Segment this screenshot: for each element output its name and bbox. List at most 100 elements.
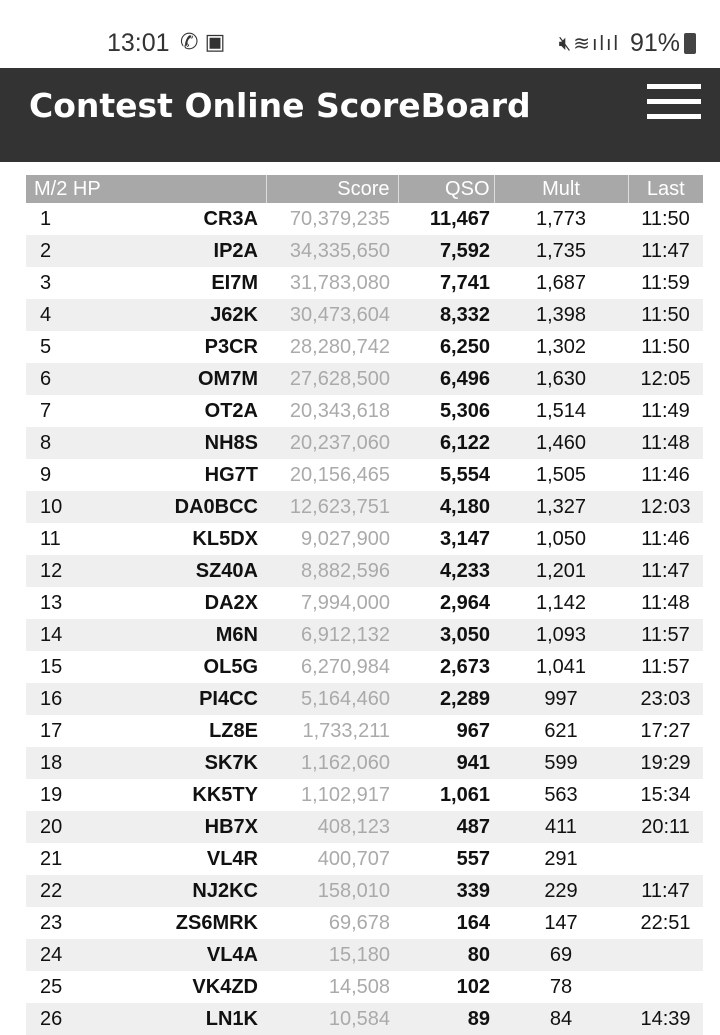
rank-cell: 26 xyxy=(26,1003,86,1035)
rank-cell: 22 xyxy=(26,875,86,907)
call-cell: M6N xyxy=(86,619,266,651)
table-row[interactable]: 18 SK7K 1,162,060 941 599 19:29 xyxy=(26,747,703,779)
last-cell: 19:29 xyxy=(628,747,703,779)
mute-icon: 🔇︎ xyxy=(558,33,574,55)
call-cell: PI4CC xyxy=(86,683,266,715)
call-cell: KL5DX xyxy=(192,527,258,550)
last-cell: 11:47 xyxy=(628,555,703,587)
score-cell: 12,623,751 xyxy=(266,491,398,523)
hamburger-icon[interactable] xyxy=(647,84,701,119)
score-cell: 15,180 xyxy=(266,939,398,971)
table-row[interactable]: 19 KK5TY 1,102,917 1,061 563 15:34 xyxy=(26,779,703,811)
last-cell: 11:59 xyxy=(641,271,690,294)
status-bar: 13:01 ✆ ▣ 🔇︎≋ılıl 91% xyxy=(0,0,720,68)
score-cell: 30,473,604 xyxy=(266,299,398,331)
table-row[interactable]: 13 DA2X 7,994,000 2,964 1,142 11:48 xyxy=(26,587,703,619)
table-row[interactable]: 2 IP2A 34,335,650 7,592 1,735 11:47 xyxy=(26,235,703,267)
table-row[interactable]: 10 DA0BCC 12,623,751 4,180 1,327 12:03 xyxy=(26,491,703,523)
rank-cell: 2 xyxy=(26,235,86,267)
call-cell: DA0BCC xyxy=(86,491,266,523)
table-row[interactable]: 12 SZ40A 8,882,596 4,233 1,201 11:47 xyxy=(26,555,703,587)
table-row[interactable]: 24 VL4A 15,180 80 69 xyxy=(26,939,703,971)
clock: 13:01 xyxy=(107,29,170,57)
call-cell: HB7X xyxy=(86,811,266,843)
table-row[interactable]: 20 HB7X 408,123 487 411 20:11 xyxy=(26,811,703,843)
table-row[interactable]: 7 OT2A 20,343,618 5,306 1,514 11:49 xyxy=(26,395,703,427)
rank-cell: 3 xyxy=(40,271,52,294)
mult-cell: 1,773 xyxy=(535,207,587,230)
table-row[interactable]: 11 KL5DX 9,027,900 3,147 1,050 11:46 xyxy=(26,523,703,555)
table-row[interactable]: 14 M6N 6,912,132 3,050 1,093 11:57 xyxy=(26,619,703,651)
qso-header[interactable]: QSO xyxy=(397,175,494,203)
qso-cell: 8,332 xyxy=(398,299,494,331)
wifi-icon: ≋ xyxy=(573,33,592,55)
table-row[interactable]: 5 P3CR 28,280,742 6,250 1,302 11:50 xyxy=(26,331,703,363)
call-cell: KK5TY xyxy=(192,783,258,806)
rank-cell: 17 xyxy=(40,719,63,742)
call-cell: EI7M xyxy=(211,271,258,294)
score-cell: 34,335,650 xyxy=(266,235,398,267)
table-row[interactable]: 8 NH8S 20,237,060 6,122 1,460 11:48 xyxy=(26,427,703,459)
table-row[interactable]: 22 NJ2KC 158,010 339 229 11:47 xyxy=(26,875,703,907)
score-cell: 1,102,917 xyxy=(301,783,390,806)
mult-cell: 229 xyxy=(494,875,628,907)
last-cell: 11:50 xyxy=(641,335,690,358)
mult-cell: 563 xyxy=(544,783,578,806)
last-cell: 20:11 xyxy=(628,811,703,843)
table-row[interactable]: 25 VK4ZD 14,508 102 78 xyxy=(26,971,703,1003)
call-cell: SZ40A xyxy=(86,555,266,587)
qso-cell: 967 xyxy=(456,719,490,742)
table-row[interactable]: 6 OM7M 27,628,500 6,496 1,630 12:05 xyxy=(26,363,703,395)
qso-cell: 7,741 xyxy=(439,271,490,294)
table-row[interactable]: 21 VL4R 400,707 557 291 xyxy=(26,843,703,875)
score-cell: 158,010 xyxy=(266,875,398,907)
mult-cell: 78 xyxy=(549,975,573,998)
call-cell: VK4ZD xyxy=(192,975,258,998)
score-cell: 20,156,465 xyxy=(289,463,390,486)
table-row[interactable]: 16 PI4CC 5,164,460 2,289 997 23:03 xyxy=(26,683,703,715)
table-row[interactable]: 4 J62K 30,473,604 8,332 1,398 11:50 xyxy=(26,299,703,331)
table-row[interactable]: 9 HG7T 20,156,465 5,554 1,505 11:46 xyxy=(26,459,703,491)
score-cell: 70,379,235 xyxy=(289,207,390,230)
call-cell: NJ2KC xyxy=(86,875,266,907)
qso-cell: 557 xyxy=(456,847,490,870)
score-header[interactable]: Score xyxy=(265,175,398,203)
rank-cell: 8 xyxy=(26,427,86,459)
mult-cell: 621 xyxy=(544,719,578,742)
mult-header[interactable]: Mult xyxy=(493,175,628,203)
table-row[interactable]: 26 LN1K 10,584 89 84 14:39 xyxy=(26,1003,703,1035)
rank-cell: 5 xyxy=(40,335,52,358)
table-row[interactable]: 17 LZ8E 1,733,211 967 621 17:27 xyxy=(26,715,703,747)
mult-cell: 1,093 xyxy=(494,619,628,651)
mult-cell: 291 xyxy=(544,847,578,870)
last-cell: 11:49 xyxy=(641,399,690,422)
call-cell: ZS6MRK xyxy=(175,911,258,934)
signal-icon: ıl xyxy=(606,33,620,55)
call-cell: J62K xyxy=(86,299,266,331)
mult-cell: 997 xyxy=(494,683,628,715)
rank-cell: 24 xyxy=(26,939,86,971)
table-row[interactable]: 15 OL5G 6,270,984 2,673 1,041 11:57 xyxy=(26,651,703,683)
mult-cell: 1,514 xyxy=(535,399,587,422)
qso-cell: 5,306 xyxy=(439,399,490,422)
last-header[interactable]: Last xyxy=(627,175,703,203)
last-cell: 14:39 xyxy=(628,1003,703,1035)
rank-cell: 12 xyxy=(26,555,86,587)
qso-cell: 2,673 xyxy=(439,655,490,678)
last-cell: 22:51 xyxy=(640,911,691,934)
table-row[interactable]: 3 EI7M 31,783,080 7,741 1,687 11:59 xyxy=(26,267,703,299)
category-header: M/2 HP xyxy=(26,175,266,203)
score-cell: 31,783,080 xyxy=(289,271,390,294)
last-cell xyxy=(628,971,703,1003)
battery-level: 91% xyxy=(629,29,680,57)
qso-cell: 4,233 xyxy=(398,555,494,587)
qso-cell: 4,180 xyxy=(398,491,494,523)
table-row[interactable]: 23 ZS6MRK 69,678 164 147 22:51 xyxy=(26,907,703,939)
app-header: Contest Online ScoreBoard xyxy=(0,68,720,162)
table-row[interactable]: 1 CR3A 70,379,235 11,467 1,773 11:50 xyxy=(26,203,703,235)
last-cell: 11:46 xyxy=(641,463,690,486)
call-cell: CR3A xyxy=(203,207,258,230)
mult-cell: 1,327 xyxy=(494,491,628,523)
qso-cell: 89 xyxy=(398,1003,494,1035)
qso-cell: 11,467 xyxy=(429,207,490,230)
